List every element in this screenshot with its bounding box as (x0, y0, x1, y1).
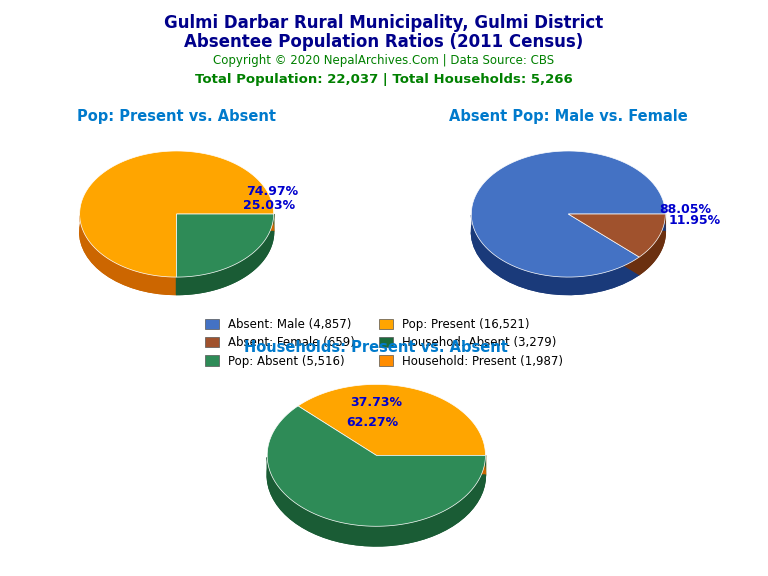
Title: Absent Pop: Male vs. Female: Absent Pop: Male vs. Female (449, 109, 687, 124)
Title: Pop: Present vs. Absent: Pop: Present vs. Absent (77, 109, 276, 124)
Polygon shape (267, 426, 485, 546)
Text: 88.05%: 88.05% (660, 203, 712, 216)
Polygon shape (177, 214, 273, 294)
Polygon shape (298, 404, 485, 475)
Text: 11.95%: 11.95% (669, 214, 720, 228)
Text: 37.73%: 37.73% (350, 396, 402, 410)
Text: 25.03%: 25.03% (243, 199, 295, 211)
Text: Total Population: 22,037 | Total Households: 5,266: Total Population: 22,037 | Total Househo… (195, 73, 573, 86)
Polygon shape (80, 151, 273, 277)
Polygon shape (177, 214, 273, 277)
Polygon shape (568, 214, 665, 257)
Text: 62.27%: 62.27% (346, 416, 399, 429)
Text: Absentee Population Ratios (2011 Census): Absentee Population Ratios (2011 Census) (184, 33, 584, 51)
Polygon shape (472, 151, 665, 277)
Polygon shape (80, 214, 273, 294)
Polygon shape (267, 456, 485, 546)
Polygon shape (177, 232, 273, 294)
Text: Copyright © 2020 NepalArchives.Com | Data Source: CBS: Copyright © 2020 NepalArchives.Com | Dat… (214, 54, 554, 67)
Polygon shape (298, 384, 485, 456)
Text: Gulmi Darbar Rural Municipality, Gulmi District: Gulmi Darbar Rural Municipality, Gulmi D… (164, 14, 604, 32)
Title: Households: Present vs. Absent: Households: Present vs. Absent (244, 340, 508, 355)
Polygon shape (472, 214, 665, 294)
Polygon shape (80, 168, 273, 294)
Polygon shape (267, 406, 485, 526)
Legend: Absent: Male (4,857), Absent: Female (659), Pop: Absent (5,516), Pop: Present (1: Absent: Male (4,857), Absent: Female (65… (200, 313, 568, 372)
Polygon shape (472, 168, 665, 294)
Text: 74.97%: 74.97% (247, 185, 299, 198)
Polygon shape (639, 214, 665, 275)
Polygon shape (568, 232, 665, 275)
